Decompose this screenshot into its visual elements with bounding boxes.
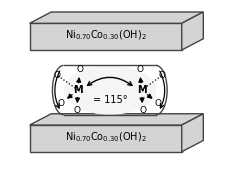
Text: Ni$_{0.70}$Co$_{0.30}$(OH)$_2$: Ni$_{0.70}$Co$_{0.30}$(OH)$_2$ (65, 29, 147, 42)
Polygon shape (182, 12, 203, 50)
Text: O: O (155, 99, 162, 108)
Text: O: O (139, 106, 146, 115)
Text: O: O (159, 71, 166, 80)
Text: M: M (137, 85, 147, 95)
Polygon shape (30, 114, 203, 125)
Polygon shape (30, 125, 182, 152)
Polygon shape (30, 23, 182, 50)
Text: M: M (73, 85, 83, 95)
Text: O: O (54, 71, 61, 80)
Polygon shape (182, 114, 203, 152)
Ellipse shape (63, 65, 156, 115)
Text: Ni$_{0.70}$Co$_{0.30}$(OH)$_2$: Ni$_{0.70}$Co$_{0.30}$(OH)$_2$ (65, 131, 147, 144)
Polygon shape (30, 12, 203, 23)
Text: = 115°: = 115° (93, 95, 127, 105)
Text: O: O (58, 99, 65, 108)
Text: O: O (73, 106, 80, 115)
Text: O: O (76, 65, 84, 74)
Text: O: O (136, 65, 143, 74)
